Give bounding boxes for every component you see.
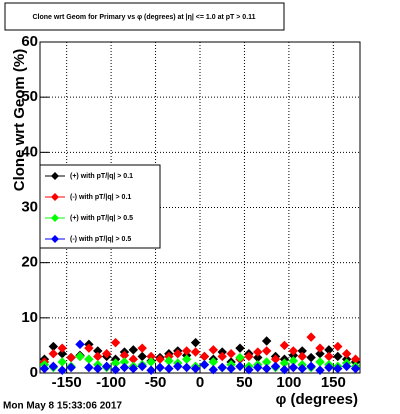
point (101, 348, 112, 359)
point (137, 361, 147, 372)
point (235, 361, 245, 372)
point (253, 362, 263, 373)
point (217, 362, 227, 373)
point (84, 362, 94, 373)
point (244, 364, 254, 375)
point (173, 361, 183, 372)
point (235, 352, 245, 363)
point (253, 347, 263, 357)
x-tick-label: -150 (52, 374, 82, 391)
legend: (+) with pT/|q| > 0.1 (-) with pT/|q| > 0… (39, 164, 161, 249)
point (101, 361, 112, 372)
point (226, 348, 236, 359)
x-tick-label: -100 (96, 374, 126, 391)
point (279, 364, 290, 375)
x-tick-label: 150 (321, 374, 346, 391)
x-tick-label: -50 (145, 374, 167, 391)
y-tick-label: 20 (21, 254, 38, 271)
point (57, 365, 67, 375)
x-axis-label: φ (degrees) (276, 391, 358, 408)
x-tick-label: 0 (196, 374, 204, 391)
title-box (4, 2, 285, 31)
point (146, 365, 156, 375)
point (57, 343, 67, 353)
point (137, 343, 147, 353)
legend-marker (51, 172, 59, 180)
legend-box (39, 164, 161, 249)
point (66, 362, 76, 373)
point (279, 340, 290, 351)
legend-label: (-) with pT/|q| > 0.1 (70, 194, 131, 201)
point (306, 332, 316, 342)
point (208, 364, 219, 375)
legend-label: (+) with pT/|q| > 0.1 (70, 173, 133, 180)
point (333, 341, 343, 352)
point (315, 343, 325, 353)
point (128, 345, 139, 355)
point (288, 346, 299, 356)
point (173, 348, 183, 359)
point (341, 348, 352, 359)
point (190, 337, 201, 348)
y-tick-label: 0 (30, 364, 38, 381)
footer-date: Mon May 8 15:33:06 2017 (3, 401, 122, 412)
point (306, 352, 316, 363)
point (48, 361, 59, 372)
point (110, 364, 121, 375)
point (164, 363, 174, 374)
point (261, 363, 272, 374)
point (333, 363, 343, 374)
point (350, 363, 361, 374)
point (75, 339, 85, 350)
point (75, 351, 85, 362)
legend-marker (51, 193, 59, 201)
point (84, 343, 94, 353)
point (128, 363, 139, 374)
legend-label: (+) with pT/|q| > 0.5 (70, 215, 133, 222)
point (261, 336, 272, 346)
point (235, 343, 245, 353)
point (66, 352, 76, 363)
point (288, 362, 299, 373)
chart-title: Clone wrt Geom for Primary vs φ (degrees… (32, 14, 255, 21)
point (39, 363, 50, 374)
legend-label: (-) with pT/|q| > 0.5 (70, 236, 131, 243)
point (217, 351, 227, 362)
point (244, 351, 254, 362)
x-tick-label: 100 (276, 374, 301, 391)
point (181, 362, 192, 373)
point (48, 348, 59, 359)
y-tick-label: 40 (21, 143, 38, 160)
point (333, 351, 343, 362)
y-tick-label: 50 (21, 88, 38, 105)
point (315, 365, 325, 375)
legend-marker (51, 214, 59, 222)
point (190, 347, 201, 357)
y-axis-label: Clone wrt Geom (%) (11, 49, 28, 192)
point (110, 337, 121, 348)
point (155, 362, 165, 373)
point (119, 362, 130, 373)
point (306, 361, 316, 372)
point (208, 345, 219, 355)
y-tick-label: 10 (21, 309, 38, 326)
point (261, 346, 272, 356)
point (270, 361, 281, 372)
x-tick-label: 50 (236, 374, 253, 391)
y-tick-label: 60 (21, 33, 38, 50)
point (341, 361, 352, 372)
y-tick-label: 30 (21, 198, 38, 215)
legend-marker (51, 235, 59, 243)
point (199, 360, 210, 370)
point (93, 363, 103, 374)
point (190, 363, 201, 374)
point (297, 363, 307, 374)
point (324, 362, 334, 373)
point (226, 363, 236, 374)
